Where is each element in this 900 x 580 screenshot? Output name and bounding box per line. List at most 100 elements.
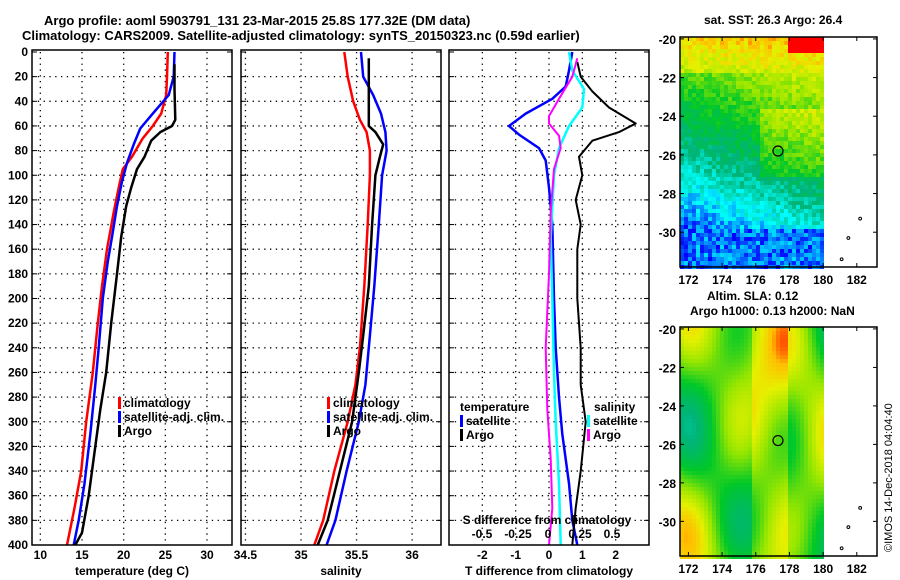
sla-map-cell — [764, 455, 768, 459]
sst-map-cell — [720, 221, 724, 225]
sla-map-cell — [748, 359, 752, 363]
diff-legend-label: Argo — [466, 428, 494, 442]
sst-map-cell — [740, 205, 744, 209]
sla-map-cell — [808, 419, 812, 423]
sst-map-cell — [752, 173, 756, 177]
sst-map-cell — [712, 217, 716, 221]
sla-map-cell — [784, 431, 788, 435]
sst-map-cell — [744, 157, 748, 161]
sla-map-cell — [684, 399, 688, 403]
sla-map-cell — [732, 327, 736, 331]
sla-map-cell — [804, 483, 808, 487]
sla-map-cell — [820, 367, 824, 371]
sst-map-cell — [744, 141, 748, 145]
sla-map-cell — [788, 387, 792, 391]
sst-map-cell — [820, 229, 824, 233]
sla-map-cell — [764, 367, 768, 371]
sst-map-cell — [700, 161, 704, 165]
sla-map-cell — [692, 339, 696, 343]
sla-map-cell — [804, 431, 808, 435]
sst-map-cell — [804, 229, 808, 233]
sla-map-cell — [684, 359, 688, 363]
sla-map-cell — [696, 527, 700, 531]
sst-map-cell — [760, 69, 764, 73]
sst-map-cell — [816, 45, 820, 49]
sst-map-cell — [720, 117, 724, 121]
sst-map-cell — [804, 217, 808, 221]
sla-map-cell — [776, 507, 780, 511]
sst-map-cell — [716, 97, 720, 101]
sla-map-cell — [692, 507, 696, 511]
diff-xlabel: T difference from climatology — [465, 564, 633, 578]
sla-map-cell — [772, 419, 776, 423]
sla-map-cell — [740, 431, 744, 435]
sla-map-cell — [816, 479, 820, 483]
sla-map-xtick-label: 180 — [813, 562, 833, 576]
sst-map-cell — [752, 85, 756, 89]
sla-map-cell — [736, 407, 740, 411]
sst-map-cell — [752, 201, 756, 205]
sla-map-cell — [756, 547, 760, 551]
sst-map-cell — [712, 177, 716, 181]
sla-map-cell — [712, 343, 716, 347]
sst-map-cell — [744, 257, 748, 261]
sla-map-cell — [788, 383, 792, 387]
sst-map-cell — [804, 149, 808, 153]
sst-map-cell — [680, 177, 684, 181]
sla-map-cell — [792, 387, 796, 391]
sst-map-cell — [776, 145, 780, 149]
sst-map-cell — [732, 45, 736, 49]
sla-map-cell — [684, 355, 688, 359]
sla-map-cell — [712, 463, 716, 467]
sla-map-cell — [788, 379, 792, 383]
sst-map-cell — [796, 245, 800, 249]
sla-map-cell — [740, 411, 744, 415]
sst-map-cell — [724, 157, 728, 161]
sla-map-cell — [740, 363, 744, 367]
sst-map-cell — [708, 157, 712, 161]
sst-map-cell — [732, 233, 736, 237]
sst-map-cell — [812, 193, 816, 197]
sla-map-cell — [724, 531, 728, 535]
sla-map-cell — [712, 339, 716, 343]
sla-map-cell — [696, 471, 700, 475]
sla-map-cell — [808, 499, 812, 503]
sst-map-cell — [752, 137, 756, 141]
sst-map-cell — [796, 93, 800, 97]
sla-map-cell — [796, 391, 800, 395]
sla-map-cell — [732, 467, 736, 471]
sst-map-cell — [696, 217, 700, 221]
sla-map-cell — [812, 543, 816, 547]
sla-map-cell — [720, 503, 724, 507]
sla-map-cell — [692, 547, 696, 551]
sst-map-cell — [788, 85, 792, 89]
sla-map-cell — [776, 511, 780, 515]
sst-map-cell — [680, 249, 684, 253]
sla-map-cell — [800, 487, 804, 491]
sla-map-cell — [760, 499, 764, 503]
sst-map-cell — [724, 61, 728, 65]
sst-map-cell — [820, 137, 824, 141]
sst-map-cell — [744, 57, 748, 61]
sla-map-cell — [684, 331, 688, 335]
sst-map-cell — [760, 41, 764, 45]
sla-map-cell — [692, 343, 696, 347]
sla-map-cell — [808, 495, 812, 499]
sla-map-cell — [812, 367, 816, 371]
sst-map-cell — [740, 65, 744, 69]
sla-map-cell — [780, 395, 784, 399]
sla-map-cell — [708, 347, 712, 351]
sla-map-cell — [796, 411, 800, 415]
sla-map-cell — [780, 331, 784, 335]
sla-map-cell — [720, 443, 724, 447]
sla-map-cell — [696, 467, 700, 471]
sst-map-cell — [720, 201, 724, 205]
sst-map-cell — [712, 225, 716, 229]
sla-map-cell — [744, 539, 748, 543]
sst-map-cell — [740, 261, 744, 265]
sla-map-cell — [688, 531, 692, 535]
sst-map-cell — [704, 57, 708, 61]
sst-map-cell — [760, 133, 764, 137]
sla-map-cell — [784, 451, 788, 455]
sla-map-cell — [700, 423, 704, 427]
